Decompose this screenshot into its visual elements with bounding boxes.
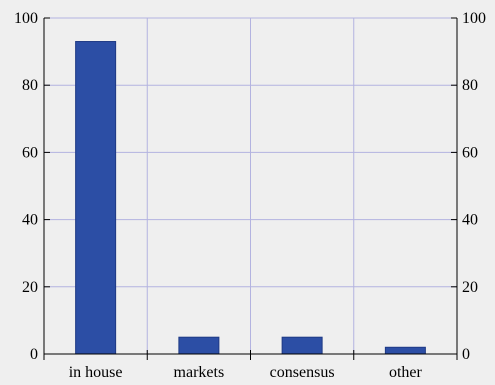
bar-markets: [178, 336, 220, 355]
category-label-consensus: consensus: [270, 364, 335, 381]
left-tick-label-20: 20: [22, 279, 38, 296]
left-tick-label-40: 40: [22, 212, 38, 229]
axes: [43, 17, 458, 360]
right-tick-label-60: 60: [462, 144, 478, 161]
tick-labels: 0 0 20 20 40 40 60 60 80 80 100 100 in house markets c…: [14, 10, 486, 381]
left-tick-label-60: 60: [22, 144, 38, 161]
right-tick-label-20: 20: [462, 279, 478, 296]
left-tick-label-80: 80: [22, 77, 38, 94]
left-tick-label-100: 100: [14, 10, 38, 27]
right-tick-label-40: 40: [462, 212, 478, 229]
category-label-other: other: [389, 364, 423, 381]
bar-in-house: [75, 41, 117, 355]
left-tick-label-0: 0: [30, 346, 38, 363]
right-tick-label-0: 0: [462, 346, 470, 363]
category-label-markets: markets: [174, 364, 225, 381]
right-tick-label-100: 100: [462, 10, 486, 27]
bars: [75, 41, 426, 355]
category-label-in-house: in house: [69, 364, 123, 381]
right-tick-label-80: 80: [462, 77, 478, 94]
bar-consensus: [281, 336, 323, 355]
bar-other: [384, 346, 426, 355]
